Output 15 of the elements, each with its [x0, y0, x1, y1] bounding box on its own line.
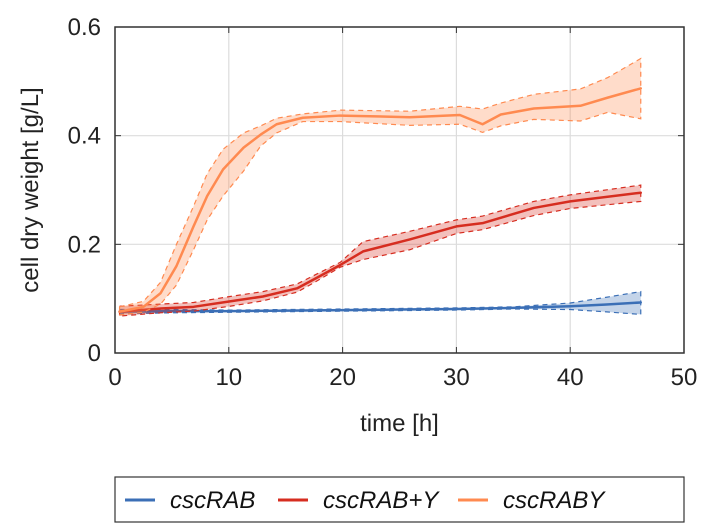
y-tick-label: 0.6 — [68, 14, 101, 41]
x-tick-label: 50 — [670, 364, 698, 391]
x-tick-label: 0 — [108, 364, 122, 391]
y-tick-label: 0.2 — [68, 231, 101, 258]
x-tick-label: 20 — [329, 364, 356, 391]
x-tick-label: 10 — [215, 364, 242, 391]
legend-label: cscRABY — [503, 487, 606, 514]
x-axis-title: time [h] — [360, 410, 439, 437]
x-tick-label: 30 — [443, 364, 470, 391]
legend-label: cscRAB+Y — [323, 487, 440, 514]
y-axis-title: cell dry weight [g/L] — [17, 87, 44, 293]
x-tick-label: 40 — [556, 364, 584, 391]
y-tick-label: 0 — [88, 340, 101, 367]
y-tick-label: 0.4 — [68, 122, 101, 150]
legend-label: cscRAB — [170, 487, 256, 514]
